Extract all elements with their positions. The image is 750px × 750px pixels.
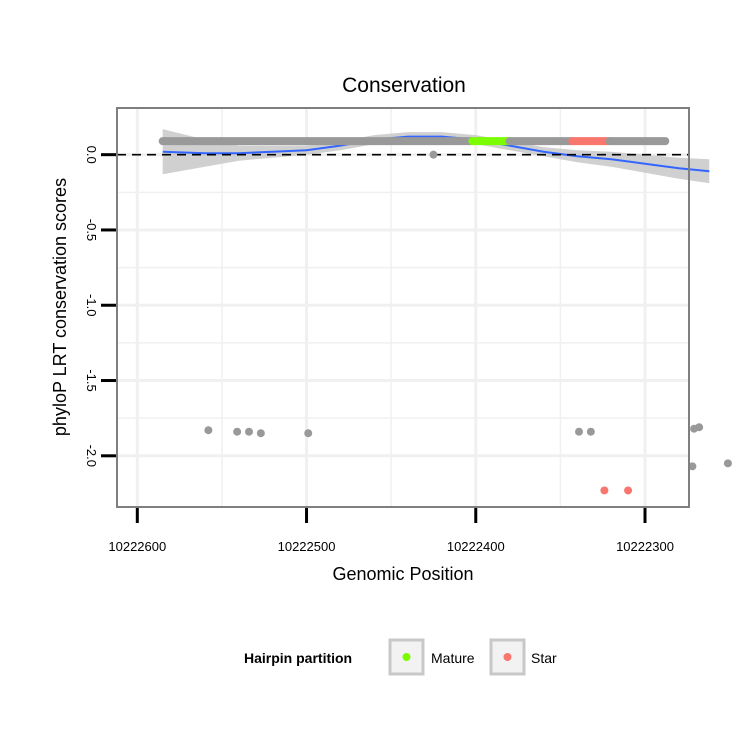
point-other — [233, 427, 242, 436]
y-axis: 0.0 -0.5 -1.0 -1.5 -2.0 — [84, 146, 116, 467]
point-other — [586, 427, 595, 436]
smooth-line — [162, 135, 710, 173]
legend-title: Hairpin partition — [244, 650, 352, 666]
x-tick-label: 10222600 — [108, 539, 166, 554]
x-axis: 10222600 10222500 10222400 10222300 — [108, 508, 674, 554]
chart-title: Conservation — [342, 74, 466, 97]
point-other — [429, 150, 438, 159]
point-other — [304, 429, 313, 438]
y-tick-label: 0.0 — [84, 146, 99, 164]
legend-mature-icon — [402, 653, 411, 661]
point-star — [600, 486, 609, 495]
point-other — [695, 423, 704, 432]
panel-border — [116, 107, 690, 508]
point-other — [575, 427, 583, 436]
y-axis-title: phyloP LRT conservation scores — [50, 178, 70, 436]
y-tick-label: -2.0 — [84, 445, 99, 467]
y-tick-label: -1.0 — [84, 294, 99, 316]
y-tick-label: -1.5 — [84, 369, 99, 391]
legend-star-icon — [503, 653, 512, 661]
legend-label-star: Star — [531, 650, 557, 666]
point-other — [245, 427, 253, 436]
x-tick-label: 10222300 — [616, 539, 674, 554]
point-other — [204, 426, 213, 435]
x-tick-label: 10222500 — [278, 539, 336, 554]
point-other — [256, 429, 265, 438]
y-tick-label: -0.5 — [84, 219, 99, 241]
legend: Hairpin partition Mature Star — [244, 638, 557, 676]
point-other — [688, 462, 697, 471]
legend-label-mature: Mature — [431, 650, 475, 666]
point-star — [624, 486, 633, 495]
x-tick-label: 10222400 — [447, 539, 505, 554]
point-other — [723, 459, 732, 468]
data-points — [204, 150, 732, 495]
x-axis-title: Genomic Position — [332, 564, 473, 584]
